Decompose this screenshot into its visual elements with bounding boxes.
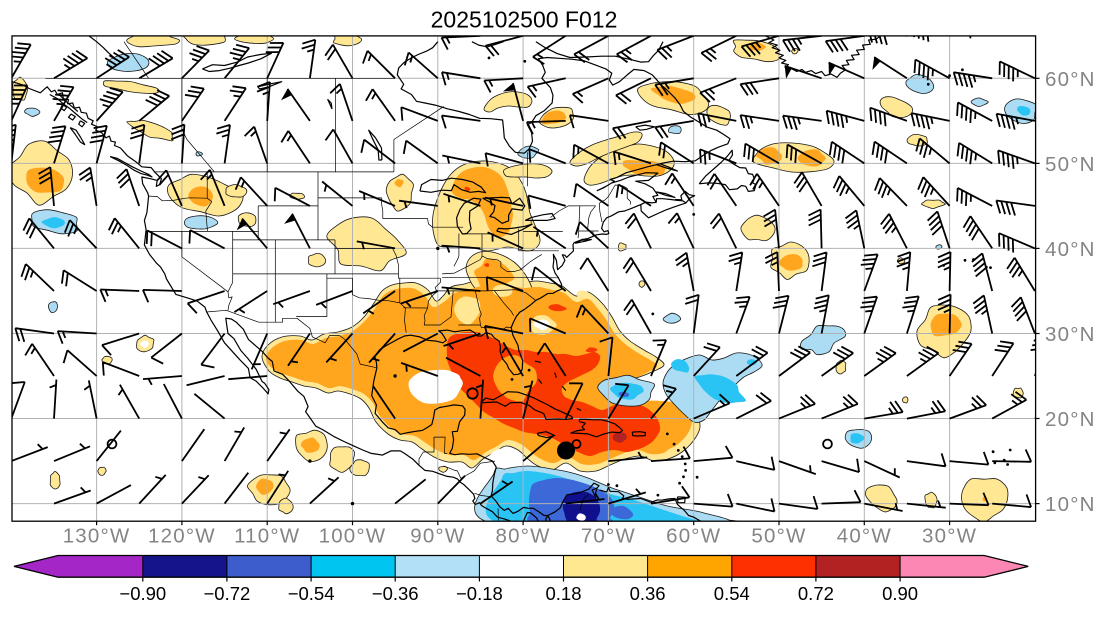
- svg-text:30°N: 30°N: [1045, 323, 1096, 346]
- svg-text:0.54: 0.54: [714, 583, 750, 604]
- svg-text:60°W: 60°W: [666, 525, 721, 548]
- svg-text:30°W: 30°W: [922, 525, 977, 548]
- svg-text:40°W: 40°W: [837, 525, 892, 548]
- svg-text:100°W: 100°W: [319, 525, 387, 548]
- svg-text:40°N: 40°N: [1045, 238, 1096, 261]
- svg-text:110°W: 110°W: [234, 525, 300, 548]
- svg-text:−0.90: −0.90: [119, 583, 166, 604]
- svg-text:−0.54: −0.54: [288, 583, 335, 604]
- svg-text:20°N: 20°N: [1045, 408, 1096, 431]
- svg-text:−0.72: −0.72: [203, 583, 250, 604]
- svg-text:50°W: 50°W: [751, 525, 806, 548]
- svg-text:2025102500 F012: 2025102500 F012: [431, 7, 618, 33]
- svg-text:90°W: 90°W: [410, 525, 465, 548]
- svg-text:10°N: 10°N: [1045, 493, 1096, 516]
- svg-text:0.36: 0.36: [630, 583, 666, 604]
- svg-text:70°W: 70°W: [581, 525, 636, 548]
- svg-text:−0.36: −0.36: [372, 583, 419, 604]
- svg-text:0.18: 0.18: [545, 583, 581, 604]
- svg-text:0.90: 0.90: [882, 583, 918, 604]
- svg-text:−0.18: −0.18: [456, 583, 503, 604]
- svg-text:60°N: 60°N: [1045, 68, 1096, 91]
- svg-text:120°W: 120°W: [148, 525, 216, 548]
- svg-text:80°W: 80°W: [496, 525, 551, 548]
- svg-text:130°W: 130°W: [63, 525, 131, 548]
- svg-text:0.72: 0.72: [798, 583, 834, 604]
- svg-text:50°N: 50°N: [1045, 153, 1096, 176]
